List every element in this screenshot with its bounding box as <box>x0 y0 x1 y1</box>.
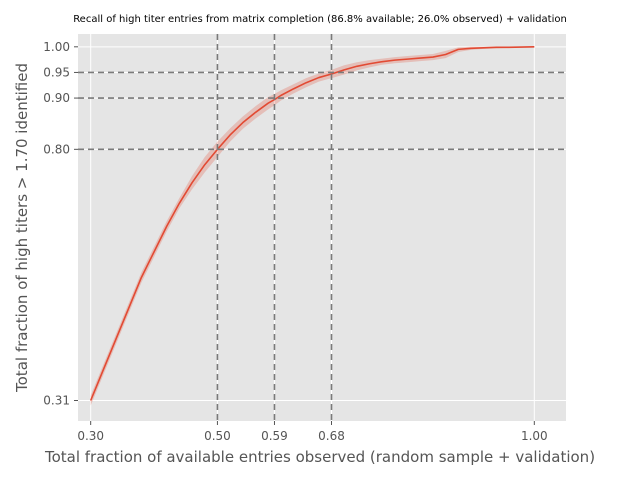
y-tick-label-3: 0.95 <box>43 65 70 79</box>
y-tick-label-4: 1.00 <box>43 40 70 54</box>
x-tick-label-3: 0.68 <box>318 429 345 443</box>
x-tick-label-2: 0.59 <box>261 429 288 443</box>
y-tick-label-2: 0.90 <box>43 91 70 105</box>
x-tick-label-4: 1.00 <box>521 429 548 443</box>
y-axis-label: Total fraction of high titers > 1.70 ide… <box>13 63 31 393</box>
chart-title: Recall of high titer entries from matrix… <box>73 14 567 25</box>
plot-background <box>78 34 566 421</box>
x-axis-label: Total fraction of available entries obse… <box>44 448 595 466</box>
x-axis-ticks: 0.30 0.50 0.59 0.68 1.00 <box>77 421 548 443</box>
y-tick-label-0: 0.31 <box>43 393 70 407</box>
reference-lines <box>78 34 566 421</box>
x-tick-label-1: 0.50 <box>204 429 231 443</box>
y-axis-ticks: 0.31 0.80 0.90 0.95 1.00 <box>43 40 78 407</box>
series-line-layer <box>89 46 535 401</box>
y-tick-label-1: 0.80 <box>43 142 70 156</box>
recall-series-line-0 <box>89 46 535 401</box>
x-tick-label-0: 0.30 <box>77 429 104 443</box>
